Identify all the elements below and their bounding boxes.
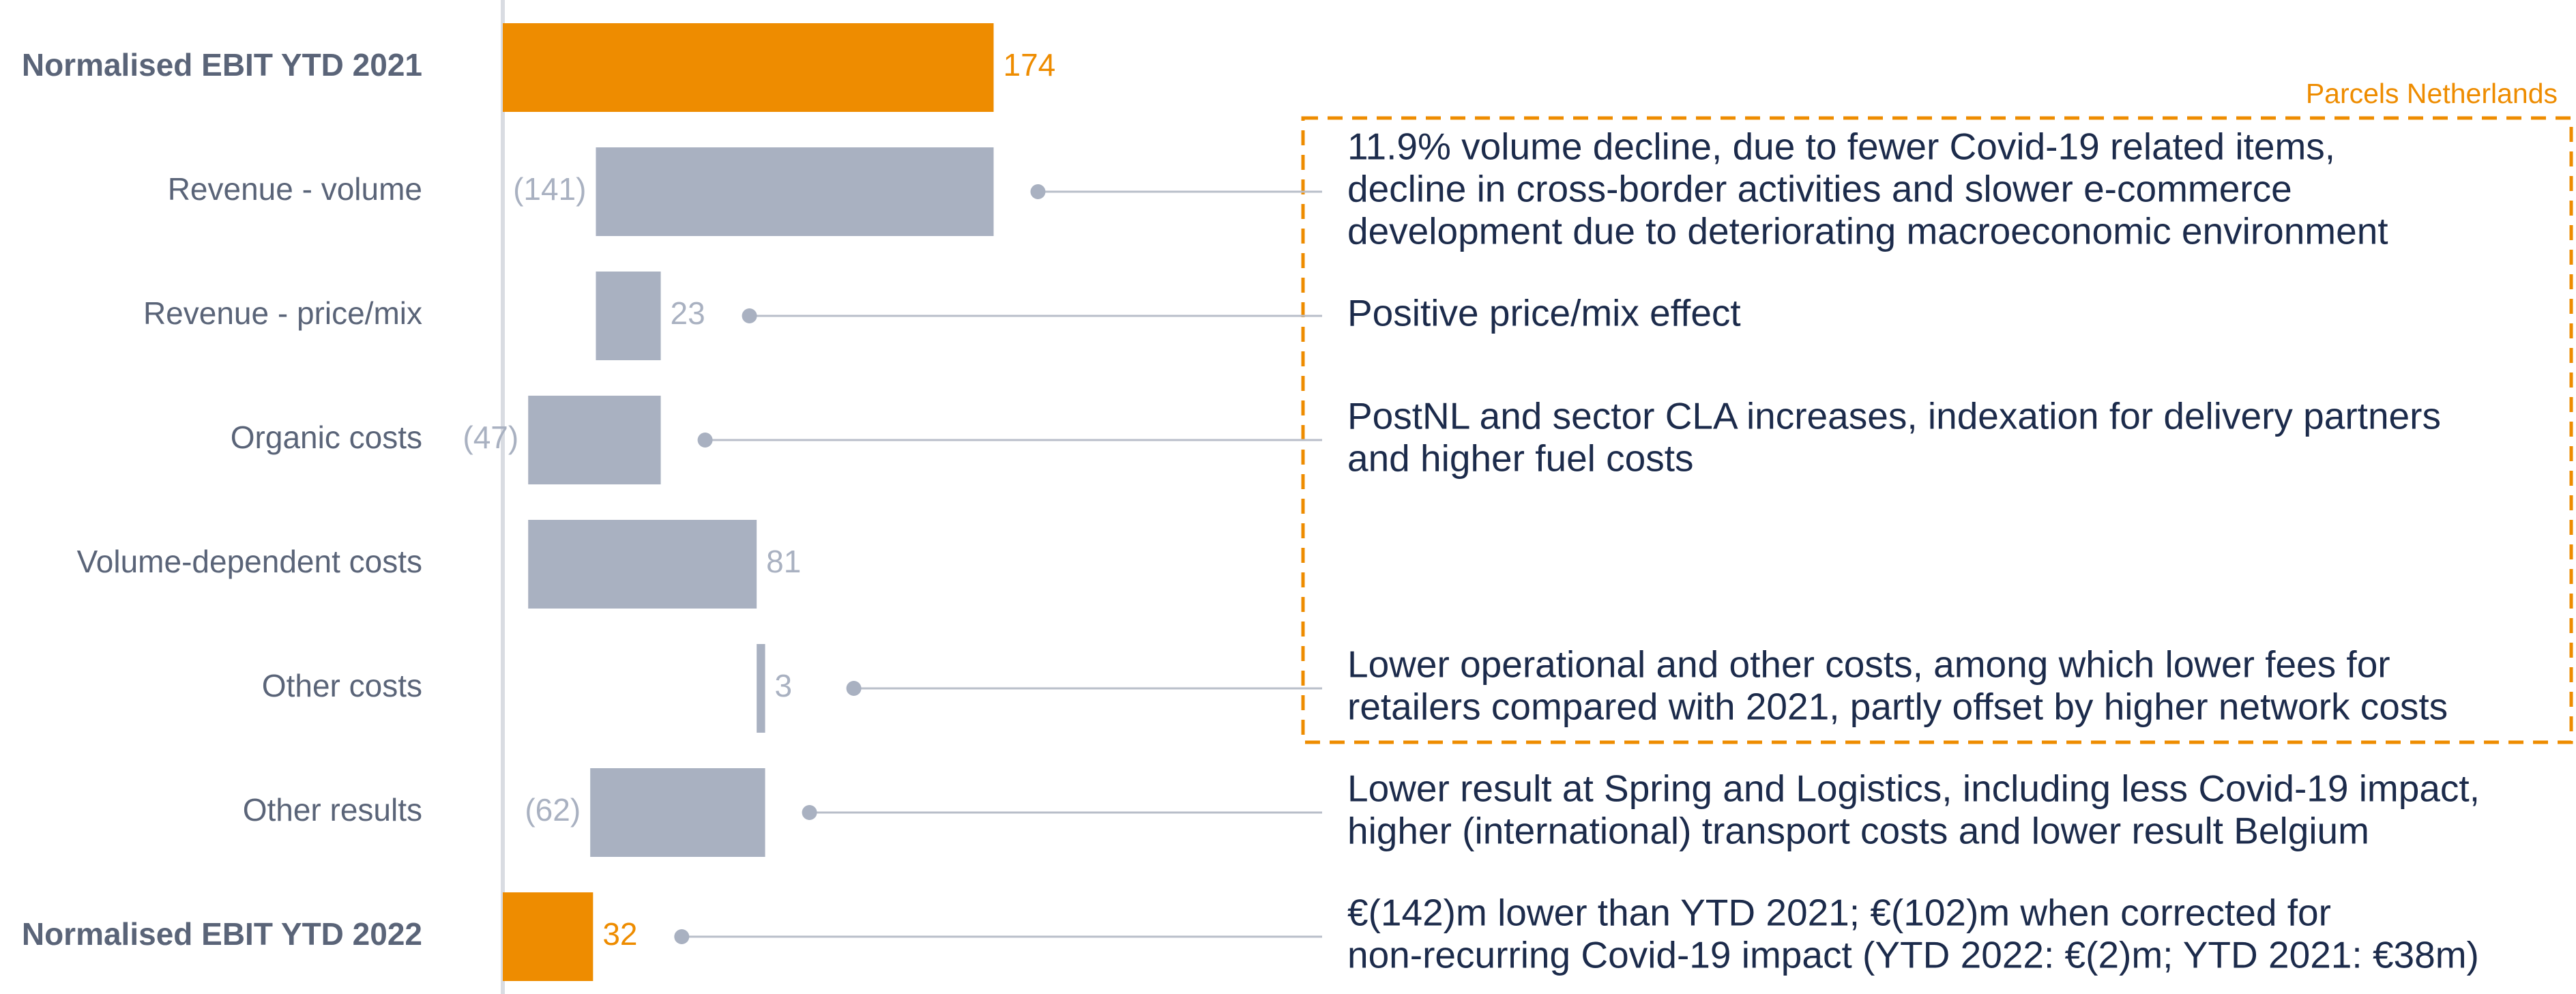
annotation: PostNL and sector CLA increases, indexat… <box>1347 395 2441 437</box>
connector-dot <box>1030 184 1046 199</box>
bar <box>503 892 594 981</box>
value-label: 81 <box>766 544 801 579</box>
value-label: 32 <box>602 916 637 952</box>
category-label: Other results <box>243 792 422 828</box>
annotation: non-recurring Covid-19 impact (YTD 2022:… <box>1347 934 2479 976</box>
bar <box>596 272 661 360</box>
annotation: Lower result at Spring and Logistics, in… <box>1347 768 2480 810</box>
value-label: 23 <box>671 295 705 331</box>
bar <box>596 147 994 236</box>
connector-dot <box>846 681 862 696</box>
value-label: (141) <box>513 171 586 207</box>
value-label: 3 <box>775 668 793 703</box>
bar <box>757 644 765 733</box>
connector-dot <box>742 308 757 323</box>
connector-dot <box>697 433 713 448</box>
box-label: Parcels Netherlands <box>2306 78 2558 109</box>
bar <box>590 768 765 857</box>
annotation: 11.9% volume decline, due to fewer Covid… <box>1347 126 2335 168</box>
highlight-box <box>1301 116 2573 744</box>
category-label: Normalised EBIT YTD 2022 <box>22 916 422 952</box>
annotation: €(142)m lower than YTD 2021; €(102)m whe… <box>1347 892 2331 934</box>
annotation: development due to deteriorating macroec… <box>1347 210 2388 252</box>
annotation: higher (international) transport costs a… <box>1347 810 2369 852</box>
bar <box>528 396 661 484</box>
bar <box>528 520 757 609</box>
annotation: and higher fuel costs <box>1347 437 1694 480</box>
value-label: (62) <box>525 792 581 828</box>
connector-dot <box>674 929 690 944</box>
value-label: (47) <box>463 420 518 455</box>
category-label: Organic costs <box>231 420 422 455</box>
annotation: Positive price/mix effect <box>1347 292 1741 334</box>
bar <box>503 23 994 112</box>
value-label: 174 <box>1003 47 1055 83</box>
category-label: Volume-dependent costs <box>77 544 422 579</box>
category-label: Other costs <box>262 668 422 703</box>
category-label: Normalised EBIT YTD 2021 <box>22 47 422 83</box>
category-label: Revenue - price/mix <box>143 295 422 331</box>
connector-dot <box>802 805 817 820</box>
annotation: decline in cross-border activities and s… <box>1347 168 2292 210</box>
annotation: Lower operational and other costs, among… <box>1347 643 2390 686</box>
category-label: Revenue - volume <box>168 171 422 207</box>
annotation: retailers compared with 2021, partly off… <box>1347 686 2448 728</box>
